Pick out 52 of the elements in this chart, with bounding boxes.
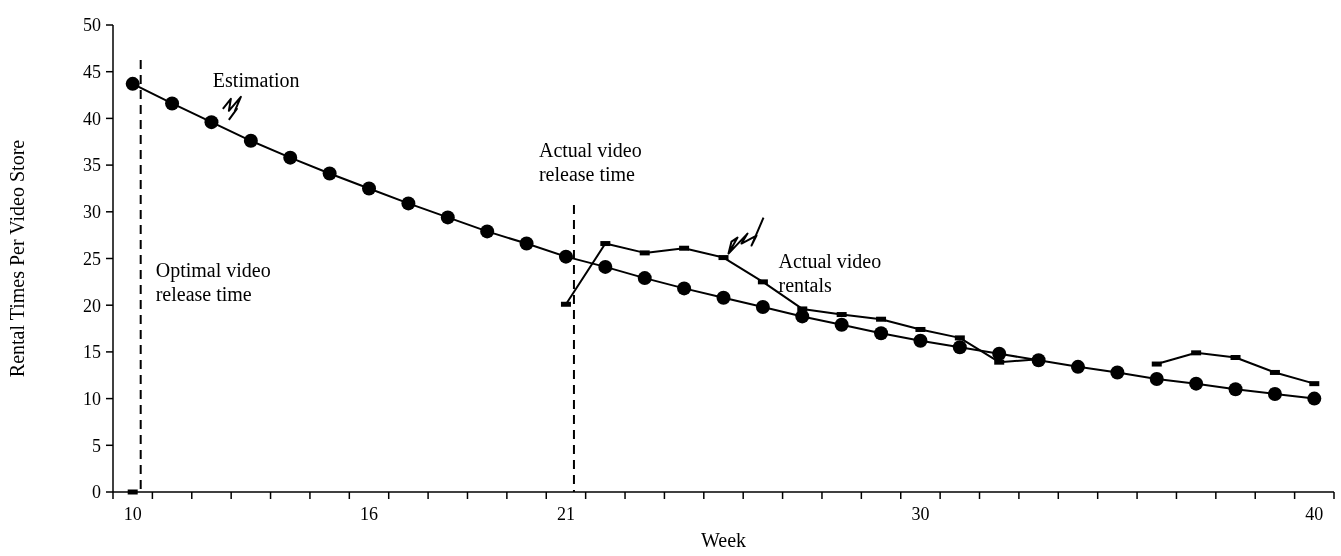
point <box>992 346 1007 361</box>
point <box>677 281 692 296</box>
point <box>558 249 573 264</box>
point <box>952 340 967 355</box>
point <box>716 290 731 305</box>
point <box>283 150 298 165</box>
point <box>243 133 258 148</box>
x-tick-label: 40 <box>1305 504 1324 524</box>
point <box>795 309 810 324</box>
y-tick-label: 15 <box>83 342 101 363</box>
point <box>1189 376 1204 391</box>
x-axis-title: Week <box>700 529 747 551</box>
point <box>204 115 219 130</box>
point <box>637 271 652 286</box>
point <box>598 259 613 274</box>
point <box>834 317 849 332</box>
point <box>874 326 889 341</box>
y-tick-label: 20 <box>83 295 101 316</box>
x-tick-label: 30 <box>911 504 930 524</box>
point <box>1307 391 1322 406</box>
y-tick-label: 50 <box>83 15 101 36</box>
y-tick-label: 10 <box>83 388 101 409</box>
x-tick-label: 10 <box>123 504 142 524</box>
series-label: Estimation <box>212 68 300 91</box>
y-tick-label: 25 <box>83 248 101 269</box>
x-tick-label: 21 <box>556 504 575 524</box>
point <box>755 300 770 315</box>
point <box>480 224 495 239</box>
point <box>440 210 455 225</box>
point <box>125 76 140 91</box>
y-tick-label: 35 <box>83 155 101 176</box>
series-label: Actual video rentals <box>778 249 882 296</box>
y-tick-label: 5 <box>92 435 101 456</box>
point <box>1149 371 1164 386</box>
y-tick-label: 30 <box>83 202 101 223</box>
point <box>1110 365 1125 380</box>
point <box>1267 386 1282 401</box>
point <box>519 236 534 251</box>
y-tick-label: 45 <box>83 62 101 82</box>
ref-line-label: Actual video release time <box>538 139 642 185</box>
point <box>165 96 180 111</box>
point <box>1070 359 1085 374</box>
y-tick-label: 0 <box>92 482 101 503</box>
x-tick-label: 16 <box>360 504 379 524</box>
y-tick-label: 40 <box>83 108 101 129</box>
ref-line-label: Optimal video release time <box>155 259 271 306</box>
point <box>1228 382 1243 397</box>
point <box>401 196 416 211</box>
y-axis-title: Rental Times Per Video Store <box>6 139 28 378</box>
point <box>322 166 337 181</box>
point <box>362 181 377 196</box>
point <box>913 333 928 348</box>
